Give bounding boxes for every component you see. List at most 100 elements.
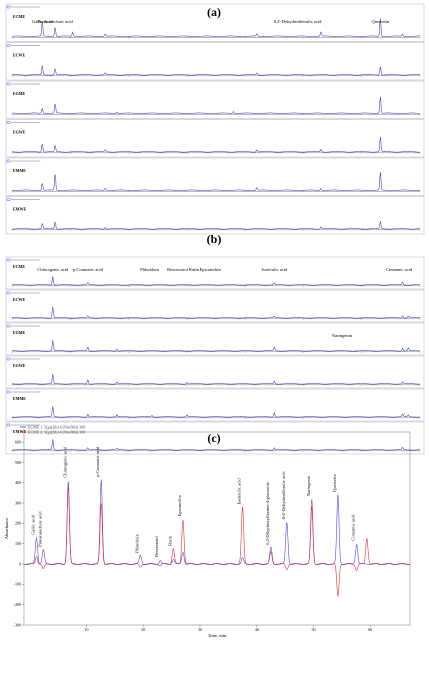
panel-b: (b) ECME ECWE EGME EGWE EMME EMWE Chlorogenic a…: [5, 232, 425, 455]
compound-label: 6,2-Dihydroxyflavone-4-glucoside: [265, 482, 271, 545]
compound-label: Naringenin: [332, 333, 353, 338]
legend-marker: [6, 357, 11, 361]
sample-label: ECME: [13, 264, 25, 269]
compound-label: Resveratrol: [154, 535, 159, 556]
legend-marker: [6, 159, 11, 163]
legend-label: ECME 2: 5(g)(2th) 4 (Nm/Mit) 300: [28, 429, 85, 434]
legend-marker: [6, 291, 11, 295]
sample-label: EGWE: [13, 363, 26, 368]
trace-line: [11, 439, 421, 451]
compound-label: Rutin: [189, 267, 200, 272]
compound-label: 8-4'-Dehydrodiferulic acid: [281, 471, 286, 520]
compound-label: Gallic acid: [30, 514, 35, 534]
trace-line: [11, 306, 421, 319]
compound-label: Protocatechuic acid: [37, 511, 42, 547]
compound-label: Rutin: [167, 535, 172, 546]
compound-label: Cinnamic acid: [351, 514, 356, 541]
x-tick-label: 20: [141, 627, 145, 632]
legend-marker: [6, 44, 11, 47]
trace-frame: [5, 196, 425, 235]
x-tick-label: 10: [84, 627, 88, 632]
trace-frame: [5, 119, 425, 158]
sample-label: ECWE: [13, 297, 26, 302]
y-tick-label: 300: [15, 500, 21, 505]
legend-marker: [6, 258, 11, 262]
sample-label: EMWE: [13, 207, 26, 212]
sample-label: EMME: [13, 396, 26, 401]
panel-letter: (c): [207, 431, 220, 445]
trace-frame: [5, 421, 425, 455]
compound-label: Epicatechin: [200, 267, 222, 272]
panel-a: (a) ECME ECWE EGME EGWE EMME EMWE Gallic AcidPr…: [5, 3, 425, 235]
trace-line: [11, 221, 421, 230]
y-axis-label: Absorbance: [4, 518, 9, 540]
sample-label: EMWE: [13, 429, 26, 434]
x-tick-label: 30: [198, 627, 202, 632]
y-tick-label: -100: [14, 582, 21, 587]
series-line: [24, 486, 411, 597]
compound-label: Chlorogenic acid: [62, 446, 67, 478]
compound-label: p-Coumaric acid: [95, 446, 100, 477]
sample-label: EGME: [13, 330, 26, 335]
trace-frame: [5, 355, 425, 389]
y-tick-label: -200: [14, 602, 21, 607]
trace-line: [11, 374, 420, 385]
legend-marker: [6, 5, 11, 9]
x-tick-label: 40: [255, 627, 259, 632]
sample-label: EGWE: [13, 130, 26, 135]
legend-marker: [6, 198, 11, 201]
trace-frame: [5, 256, 425, 290]
y-tick-label: 400: [15, 480, 21, 485]
compound-label: Phloridzin: [140, 267, 159, 272]
legend-marker: [6, 82, 11, 86]
x-tick-label: 60: [368, 627, 372, 632]
sample-label: ECWE: [13, 53, 26, 58]
trace-frame: [5, 388, 425, 422]
plot-frame: [23, 431, 411, 626]
compound-label: Cinnamic acid: [386, 267, 413, 272]
trace-line: [11, 18, 420, 37]
trace-frame: [5, 322, 425, 356]
legend-marker: [6, 390, 11, 394]
legend-marker: [6, 324, 11, 328]
trace-frame: [5, 289, 425, 323]
legend-label: ECME 1: 5(g)(2th) 4 (Nm/Mit) 300: [28, 424, 85, 429]
x-axis-label: Time, min: [208, 633, 227, 639]
sample-label: EGME: [13, 91, 26, 96]
compound-label: Quercetin: [332, 473, 337, 491]
panel-letter: (a): [207, 5, 221, 19]
compound-label: 8,4'-Dehydrodiferulic acid: [274, 19, 322, 25]
y-tick-label: 0: [19, 561, 21, 566]
sample-label: ECME: [13, 14, 25, 19]
trace-frame: [5, 80, 425, 119]
trace-line: [11, 340, 421, 352]
compound-label: p-Coumaric acid: [73, 267, 104, 272]
compound-label: Phloridzin: [134, 533, 139, 552]
panel-letter: (b): [207, 232, 222, 246]
trace-line: [11, 137, 421, 153]
legend-marker: [6, 423, 11, 427]
compound-label: Resveratrol: [167, 267, 188, 272]
compound-label: Isoferulic acid: [237, 478, 242, 505]
trace-frame: [5, 157, 425, 196]
panel-c: (c) ECME 1: 5(g)(2th) 4 (Nm/Mit) 300ECME …: [4, 424, 411, 639]
trace-line: [11, 276, 420, 286]
trace-frame: [5, 3, 425, 42]
compound-label: Quercetin: [371, 19, 389, 24]
trace-frame: [5, 42, 425, 81]
trace-line: [11, 172, 421, 191]
compound-label: Chlorogenic acid: [37, 267, 69, 272]
compound-label: Isoferulic acid: [261, 267, 288, 272]
trace-line: [11, 406, 421, 418]
y-tick-label: 600: [15, 439, 21, 444]
sample-label: EMME: [13, 168, 26, 173]
trace-line: [11, 96, 421, 114]
legend-marker: [6, 121, 11, 124]
y-tick-label: 200: [15, 521, 21, 526]
compound-label: Naringenin: [306, 475, 311, 496]
compound-label: Gallic Acid: [32, 19, 53, 24]
x-tick-label: 50: [312, 627, 316, 632]
y-tick-label: 100: [15, 541, 21, 546]
y-tick-label: 500: [15, 460, 21, 465]
